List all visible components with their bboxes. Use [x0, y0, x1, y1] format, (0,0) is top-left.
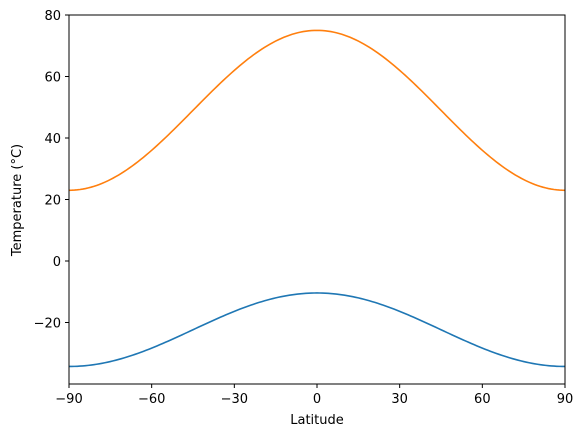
y-axis-label: Temperature (°C) [10, 144, 25, 257]
x-tick-label: −30 [221, 392, 248, 407]
x-tick-label: 0 [313, 392, 321, 407]
y-axis: −20 0 20 40 60 80 [34, 9, 69, 332]
x-tick-label: −60 [138, 392, 165, 407]
y-tick-label: 40 [44, 132, 61, 147]
x-tick-label: 30 [391, 392, 408, 407]
y-tick-label: 0 [53, 255, 61, 270]
series-layer [68, 29, 566, 368]
y-tick-label: 60 [44, 71, 61, 86]
series-line-2 [68, 29, 566, 192]
x-axis: −90 −60 −30 0 30 60 90 [55, 384, 573, 407]
x-tick-label: −90 [55, 392, 82, 407]
series-line-1 [68, 292, 566, 368]
x-axis-label: Latitude [290, 413, 344, 428]
y-tick-label: 80 [44, 9, 61, 24]
y-tick-label: 20 [44, 194, 61, 209]
x-tick-label: 60 [474, 392, 491, 407]
y-tick-label: −20 [34, 317, 61, 332]
x-tick-label: 90 [557, 392, 574, 407]
